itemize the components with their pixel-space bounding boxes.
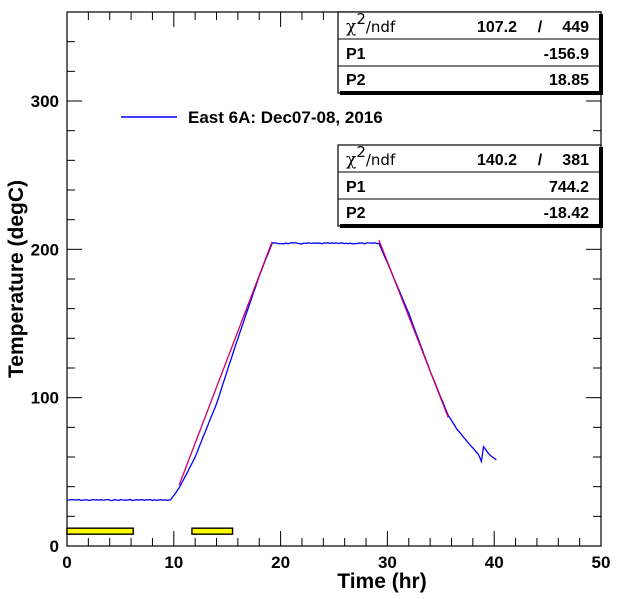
time-window-marker [66,527,134,535]
time-window-markers [66,527,234,535]
chi-value: 107.2 [477,19,517,36]
chi-superscript: 2 [356,143,366,161]
chi-symbol: χ [346,150,356,170]
chi-value: 140.2 [477,152,517,169]
param-label: P2 [346,72,366,89]
fit-lines [178,239,449,486]
ndf-value: 449 [562,19,589,36]
fit-line [178,241,273,486]
param-value: 744.2 [549,179,589,196]
chi-suffix: /ndf [366,151,396,169]
x-tick-label: 20 [271,553,290,572]
param-label: P1 [346,46,366,63]
legend-label: East 6A: Dec07-08, 2016 [188,108,383,127]
fit-stats-box-2: χ2/ndf 140.2 / 381 P1 744.2 P2 -18.42 [337,143,603,228]
y-tick-label: 100 [31,389,59,408]
data-series [66,242,497,502]
x-tick-label: 0 [62,553,71,572]
y-axis-title: Temperature (degC) [5,180,28,378]
x-tick-label: 10 [164,553,183,572]
time-window-marker [191,527,234,535]
param-value: 18.85 [549,72,589,89]
param-value: -18.42 [544,205,589,222]
param-label: P2 [346,205,366,222]
chi-suffix: /ndf [366,18,396,36]
chi-separator: / [538,19,543,36]
y-tick-label: 200 [31,240,59,259]
y-tick-label: 0 [50,537,59,556]
chi-symbol: χ [346,17,356,37]
param-value: -156.9 [544,46,589,63]
ndf-value: 381 [562,152,589,169]
y-tick-label: 300 [31,92,59,111]
legend: East 6A: Dec07-08, 2016 [121,108,383,127]
param-label: P1 [346,179,366,196]
fit-line [378,239,449,418]
axis-tick-labels: 0 10 20 30 40 50 0 100 200 300 [31,92,611,572]
x-axis-title: Time (hr) [337,570,426,593]
x-tick-label: 40 [485,553,504,572]
svg-text:χ2/ndf: χ2/ndf [346,10,396,37]
fit-stats-box-1: χ2/ndf 107.2 / 449 P1 -156.9 P2 18.85 [337,10,603,95]
chi-superscript: 2 [356,10,366,28]
x-tick-label: 30 [378,553,397,572]
svg-text:χ2/ndf: χ2/ndf [346,143,396,170]
series-line [66,242,497,502]
x-tick-label: 50 [592,553,611,572]
chi-separator: / [538,152,543,169]
